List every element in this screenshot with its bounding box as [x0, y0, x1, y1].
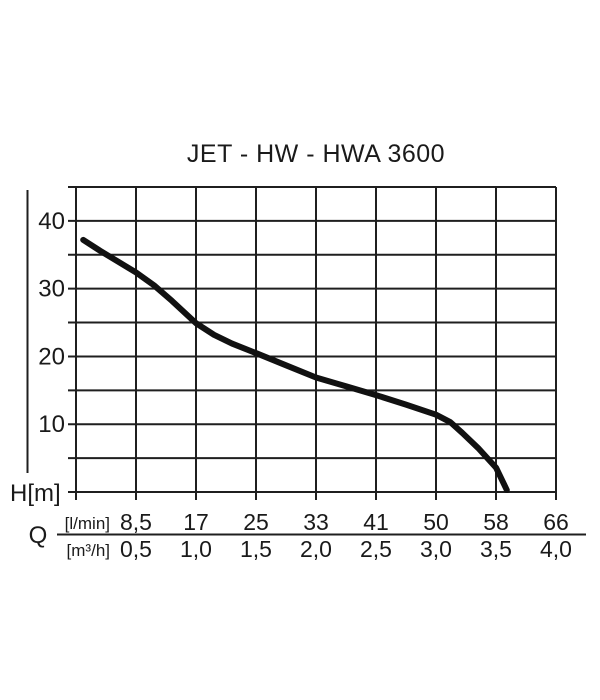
x-tick-label-m3h: 0,5 [120, 536, 152, 562]
x-tick-label-lmin: 58 [483, 509, 509, 535]
x-tick-label-m3h: 2,0 [300, 536, 332, 562]
y-axis-title: H[m] [10, 480, 61, 507]
x-tick-label-lmin: 50 [423, 509, 449, 535]
x-tick-label-lmin: 41 [363, 509, 389, 535]
grid [68, 186, 557, 500]
x-axis-tick-labels-lmin: 8,5 17 25 33 41 50 58 66 [120, 509, 569, 535]
x-axis-unit-lmin-label: [l/min] [65, 514, 110, 533]
x-tick-label-m3h: 3,5 [480, 536, 512, 562]
x-tick-label-m3h: 1,5 [240, 536, 272, 562]
x-axis-unit-m3h-label: [m³/h] [67, 541, 110, 560]
x-tick-label-m3h: 3,0 [420, 536, 452, 562]
x-tick-label-m3h: 1,0 [180, 536, 212, 562]
y-tick-label: 10 [38, 411, 65, 438]
x-axis-title: Q [29, 522, 48, 549]
x-tick-label-m3h: 4,0 [540, 536, 572, 562]
x-tick-label-lmin: 17 [183, 509, 209, 535]
chart-title: JET - HW - HWA 3600 [186, 140, 446, 168]
x-tick-label-lmin: 66 [543, 509, 569, 535]
x-tick-label-m3h: 2,5 [360, 536, 392, 562]
x-axis-tick-labels-m3h: 0,5 1,0 1,5 2,0 2,5 3,0 3,5 4,0 [120, 536, 572, 562]
x-tick-label-lmin: 8,5 [120, 509, 152, 535]
y-tick-label: 40 [38, 208, 65, 235]
y-tick-label: 20 [38, 343, 65, 370]
y-axis-tick-labels: 40 30 20 10 [38, 208, 65, 438]
pump-curve [80, 236, 510, 493]
x-tick-label-lmin: 33 [303, 509, 329, 535]
x-tick-label-lmin: 25 [243, 509, 269, 535]
y-tick-label: 30 [38, 276, 65, 303]
